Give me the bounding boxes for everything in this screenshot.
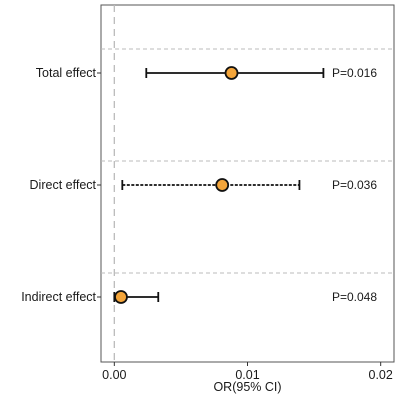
p-value-label: P=0.048 xyxy=(332,290,377,304)
rows-group: Total effect P=0.016 Direct effect P=0.036 I… xyxy=(21,66,377,304)
point-estimate xyxy=(114,290,128,304)
row-label: Direct effect xyxy=(30,178,97,192)
forest-row: Total effect P=0.016 xyxy=(36,66,378,80)
x-tick-label: 0.02 xyxy=(369,368,393,382)
x-tick-label: 0.00 xyxy=(102,368,126,382)
x-axis-title: OR(95% CI) xyxy=(213,380,281,394)
x-axis: 0.00 0.01 0.02 xyxy=(102,362,393,382)
point-estimate xyxy=(215,178,230,192)
forest-row: Indirect effect P=0.048 xyxy=(21,290,377,304)
p-value-label: P=0.016 xyxy=(332,66,377,80)
row-label: Indirect effect xyxy=(21,290,96,304)
x-tick-label: 0.01 xyxy=(235,368,259,382)
p-value-label: P=0.036 xyxy=(332,178,377,192)
forest-row: Direct effect P=0.036 xyxy=(30,178,378,192)
plot-panel xyxy=(100,4,395,363)
point-estimate xyxy=(224,66,239,80)
row-label: Total effect xyxy=(36,66,97,80)
